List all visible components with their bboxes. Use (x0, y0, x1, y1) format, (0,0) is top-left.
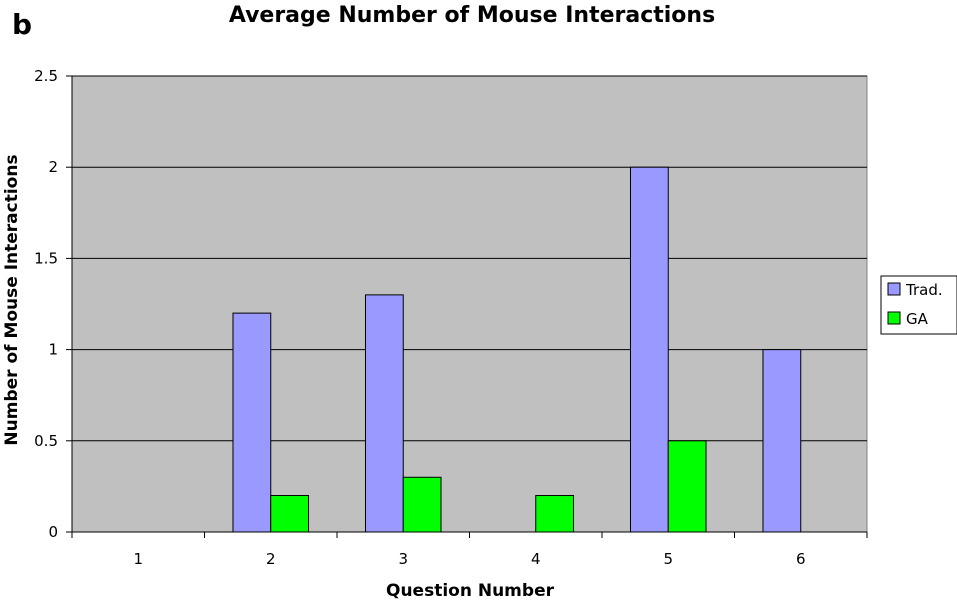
y-tick-label: 2 (48, 158, 58, 176)
axes (66, 75, 868, 538)
x-tick-label: 1 (133, 550, 143, 568)
legend: Trad. GA (880, 275, 957, 335)
bar-ga-q2 (270, 495, 310, 533)
y-tick-label: 0 (48, 523, 58, 541)
y-axis-title: Number of Mouse Interactions (2, 154, 22, 445)
x-tick-label: 3 (398, 550, 408, 568)
bar-trad-q5 (629, 166, 669, 533)
bars (232, 166, 802, 533)
legend-label: Trad. (905, 281, 943, 299)
y-tick-label: 1.5 (34, 249, 58, 267)
y-tick-label: 1 (48, 341, 58, 359)
x-axis-title: Question Number (386, 581, 555, 601)
legend-swatch (887, 282, 901, 296)
legend-label: GA (906, 310, 929, 328)
bar-ga-q3 (402, 476, 442, 533)
bar-ga-q5 (667, 440, 707, 533)
bar-ga-q4 (535, 495, 575, 533)
panel-letter: b (12, 8, 33, 41)
x-tick-labels: 1 2 3 4 5 6 (133, 550, 805, 568)
y-tick-labels: 0 0.5 1 1.5 2 2.5 (34, 67, 58, 541)
y-tick-label: 0.5 (34, 432, 58, 450)
bar-trad-q3 (364, 294, 404, 533)
x-tick-label: 4 (531, 550, 541, 568)
gridlines (72, 75, 867, 442)
bar-trad-q6 (762, 349, 802, 533)
x-tick-label: 6 (796, 550, 806, 568)
bar-trad-q2 (232, 312, 272, 533)
x-tick-label: 2 (266, 550, 276, 568)
chart-title: Average Number of Mouse Interactions (229, 3, 715, 28)
x-tick-label: 5 (663, 550, 673, 568)
y-tick-label: 2.5 (34, 67, 58, 85)
legend-swatch (887, 311, 901, 325)
plot-area (71, 75, 868, 533)
